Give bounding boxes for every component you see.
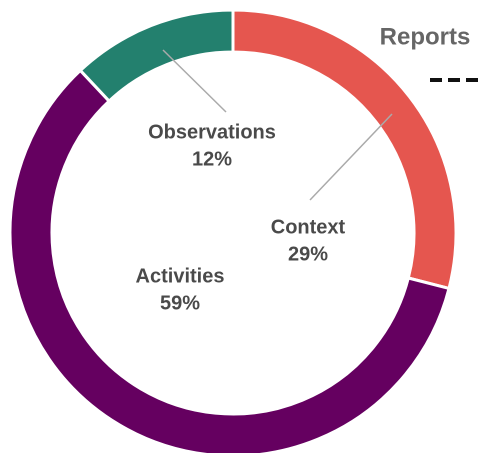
- slice-label: Activities: [136, 265, 225, 287]
- leader-line: [162, 49, 227, 113]
- slice-label: Context: [271, 216, 346, 238]
- donut-slice: [78, 8, 235, 104]
- slice-value: 12%: [192, 148, 232, 170]
- legend-title: Reports: [380, 23, 471, 50]
- slice-value: 29%: [288, 243, 328, 265]
- donut-slice: [231, 8, 458, 291]
- slice-value: 59%: [160, 292, 200, 314]
- donut-slice: [8, 68, 451, 453]
- slice-label: Observations: [148, 121, 276, 143]
- leader-line: [309, 113, 393, 201]
